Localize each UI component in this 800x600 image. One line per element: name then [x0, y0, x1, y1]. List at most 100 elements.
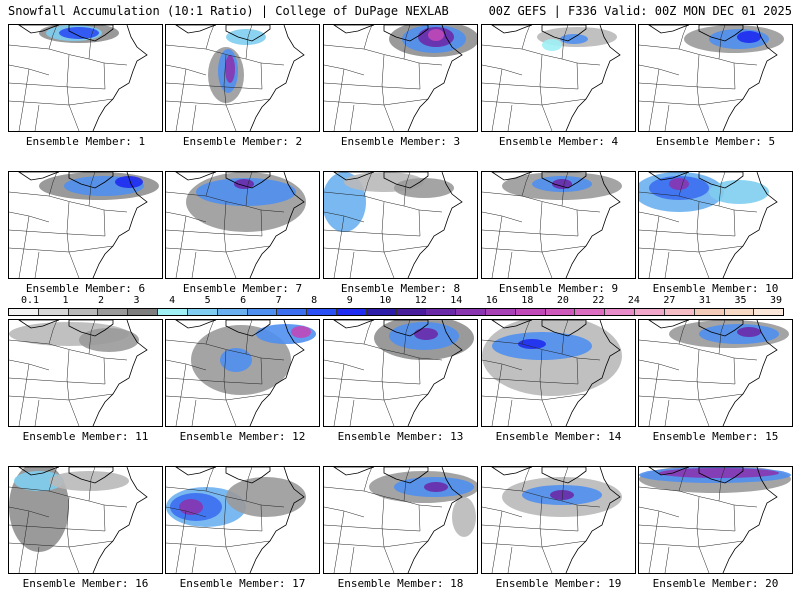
map-svg — [166, 320, 319, 426]
coastline — [407, 320, 463, 426]
coastline — [565, 172, 621, 278]
state-border-8 — [363, 25, 373, 50]
state-border-2 — [9, 229, 106, 237]
state-border-0 — [166, 339, 285, 361]
state-border-9 — [718, 172, 726, 207]
great-lake-outline-0 — [491, 320, 533, 329]
great-lake-outline-0 — [491, 25, 533, 34]
legend-swatch-7 — [217, 309, 248, 315]
state-border-0 — [482, 44, 601, 66]
state-border-4 — [191, 546, 197, 573]
state-border-5 — [68, 104, 80, 131]
great-lake-outline-1 — [541, 320, 587, 337]
state-border-8 — [678, 467, 688, 492]
state-border-8 — [48, 172, 58, 197]
state-border-3 — [639, 245, 744, 253]
state-border-9 — [245, 172, 253, 207]
state-border-4 — [34, 399, 40, 426]
state-border-9 — [245, 467, 253, 502]
state-border-9 — [561, 467, 569, 502]
ensemble-member-label: Ensemble Member: 12 — [179, 430, 306, 443]
state-border-1 — [223, 54, 227, 106]
state-border-3 — [324, 393, 429, 401]
state-border-3 — [9, 393, 114, 401]
snowfall-contour-2 — [59, 27, 99, 39]
snowfall-contour-2 — [737, 31, 761, 43]
state-border-1 — [696, 496, 700, 548]
map-svg — [482, 172, 635, 278]
great-lake-outline-1 — [698, 172, 744, 189]
state-border-1 — [66, 496, 70, 548]
snowfall-color-scale — [8, 308, 784, 316]
state-border-0 — [639, 339, 758, 361]
ensemble-member-label: Ensemble Member: 8 — [340, 282, 461, 295]
state-border-3 — [324, 540, 429, 548]
map-svg — [166, 25, 319, 131]
state-border-1 — [381, 54, 385, 106]
coastline — [249, 467, 305, 573]
legend-swatch-12 — [366, 309, 397, 315]
state-border-3 — [9, 245, 114, 253]
state-border-10 — [175, 68, 187, 131]
state-border-10 — [18, 215, 30, 278]
ensemble-map-member-9 — [481, 171, 636, 279]
state-border-8 — [521, 467, 531, 492]
state-border-2 — [324, 229, 421, 237]
coastline — [722, 172, 778, 278]
state-border-10 — [648, 215, 660, 278]
great-lake-outline-1 — [225, 320, 271, 337]
great-lake-outline-0 — [333, 25, 375, 34]
legend-swatch-2 — [68, 309, 99, 315]
ensemble-map-member-5 — [638, 24, 793, 132]
ensemble-member-label: Ensemble Member: 9 — [498, 282, 619, 295]
state-border-8 — [205, 172, 215, 197]
model-run-info: 00Z GEFS | F336 Valid: 00Z MON DEC 01 20… — [488, 4, 792, 18]
legend-tick-label: 20 — [556, 295, 569, 306]
legend-tick-label: 5 — [204, 295, 211, 306]
state-border-7 — [418, 357, 421, 385]
state-border-7 — [103, 357, 106, 385]
legend-tick-label: 31 — [698, 295, 711, 306]
legend-swatch-1 — [38, 309, 69, 315]
legend-tick-label: 39 — [769, 295, 783, 306]
state-border-10 — [491, 68, 503, 131]
state-border-4 — [664, 399, 670, 426]
state-border-1 — [539, 349, 543, 401]
legend-tick-label: 1 — [62, 295, 69, 306]
state-border-2 — [9, 524, 106, 532]
state-border-8 — [521, 320, 531, 345]
state-border-2 — [9, 377, 106, 385]
state-border-3 — [482, 540, 587, 548]
great-lake-outline-1 — [68, 320, 114, 337]
legend-swatch-11 — [336, 309, 367, 315]
state-border-3 — [482, 98, 587, 106]
state-border-3 — [9, 98, 114, 106]
snowfall-contour-2 — [737, 327, 761, 337]
great-lake-outline-0 — [175, 320, 217, 329]
legend-swatch-18 — [545, 309, 576, 315]
great-lake-outline-0 — [648, 320, 690, 329]
map-svg — [9, 320, 162, 426]
state-border-5 — [698, 251, 710, 278]
state-border-4 — [349, 546, 355, 573]
legend-tick-label: 18 — [521, 295, 534, 306]
state-border-2 — [166, 377, 263, 385]
map-svg — [9, 172, 162, 278]
state-border-2 — [482, 229, 579, 237]
map-svg — [324, 467, 477, 573]
state-border-4 — [507, 546, 513, 573]
legend-tick-label: 24 — [627, 295, 640, 306]
state-border-2 — [324, 377, 421, 385]
great-lake-outline-0 — [648, 172, 690, 181]
state-border-7 — [260, 209, 263, 237]
state-border-1 — [223, 201, 227, 253]
great-lake-outline-1 — [383, 467, 429, 484]
great-lake-outline-1 — [68, 467, 114, 484]
ensemble-map-member-15 — [638, 319, 793, 427]
state-border-5 — [541, 546, 553, 573]
state-border-10 — [648, 510, 660, 573]
map-svg — [639, 320, 792, 426]
state-border-5 — [68, 546, 80, 573]
ensemble-member-label: Ensemble Member: 17 — [179, 577, 306, 590]
ensemble-map-member-1 — [8, 24, 163, 132]
